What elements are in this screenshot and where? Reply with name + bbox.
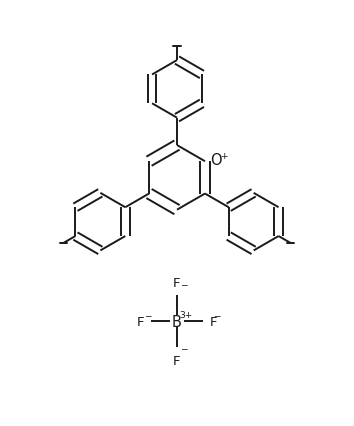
Text: F: F (209, 315, 217, 328)
Text: −: − (144, 311, 152, 320)
Text: −: − (180, 279, 188, 289)
Text: F: F (137, 315, 145, 328)
Text: 3+: 3+ (179, 310, 192, 319)
Text: O: O (210, 153, 221, 168)
Text: F: F (173, 354, 181, 367)
Text: F: F (173, 276, 181, 289)
Text: −: − (180, 344, 188, 353)
Text: B: B (172, 314, 182, 329)
Text: +: + (221, 152, 228, 161)
Text: −: − (213, 311, 220, 320)
